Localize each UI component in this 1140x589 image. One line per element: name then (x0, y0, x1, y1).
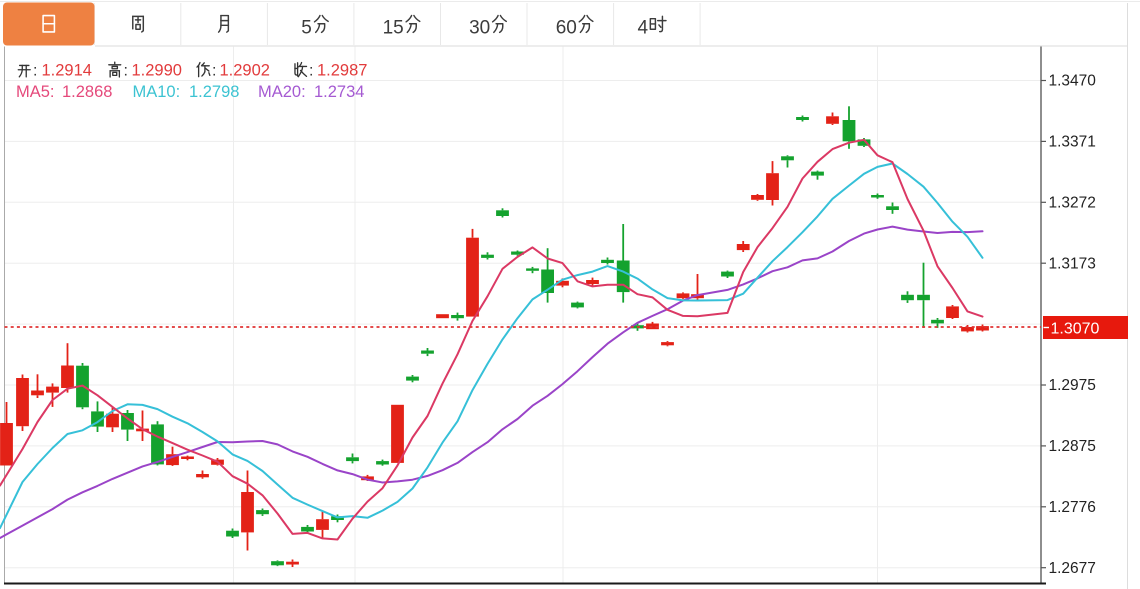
svg-text:MA10:: MA10: (133, 83, 181, 101)
svg-text:1.2990: 1.2990 (132, 62, 182, 80)
svg-text::: : (33, 63, 37, 80)
svg-text:1.2902: 1.2902 (220, 62, 270, 80)
svg-text:1.2677: 1.2677 (1049, 560, 1096, 577)
svg-text:1.2734: 1.2734 (314, 83, 364, 101)
svg-text:MA20:: MA20: (258, 83, 306, 101)
svg-text:30: 30 (469, 18, 490, 39)
svg-text:1.3272: 1.3272 (1049, 195, 1096, 212)
svg-text:1.2975: 1.2975 (1049, 377, 1096, 394)
svg-text:4: 4 (638, 18, 649, 39)
svg-text:1.3470: 1.3470 (1049, 73, 1097, 90)
svg-text:1.2875: 1.2875 (1049, 438, 1096, 455)
svg-text:MA5:: MA5: (16, 83, 55, 101)
svg-text:1.2914: 1.2914 (42, 62, 92, 80)
svg-text:1.2987: 1.2987 (317, 62, 367, 80)
svg-text:5: 5 (301, 18, 312, 39)
svg-text::: : (212, 63, 216, 80)
svg-text:1.3070: 1.3070 (1051, 320, 1100, 337)
svg-text::: : (309, 63, 313, 80)
svg-text::: : (124, 63, 128, 80)
svg-text:1.2776: 1.2776 (1049, 499, 1096, 516)
svg-text:1.3173: 1.3173 (1049, 255, 1096, 272)
svg-text:60: 60 (556, 18, 577, 39)
svg-text:1.3371: 1.3371 (1049, 134, 1096, 151)
svg-text:15: 15 (383, 18, 404, 39)
svg-text:1.2798: 1.2798 (189, 83, 239, 101)
svg-text:1.2868: 1.2868 (62, 83, 112, 101)
